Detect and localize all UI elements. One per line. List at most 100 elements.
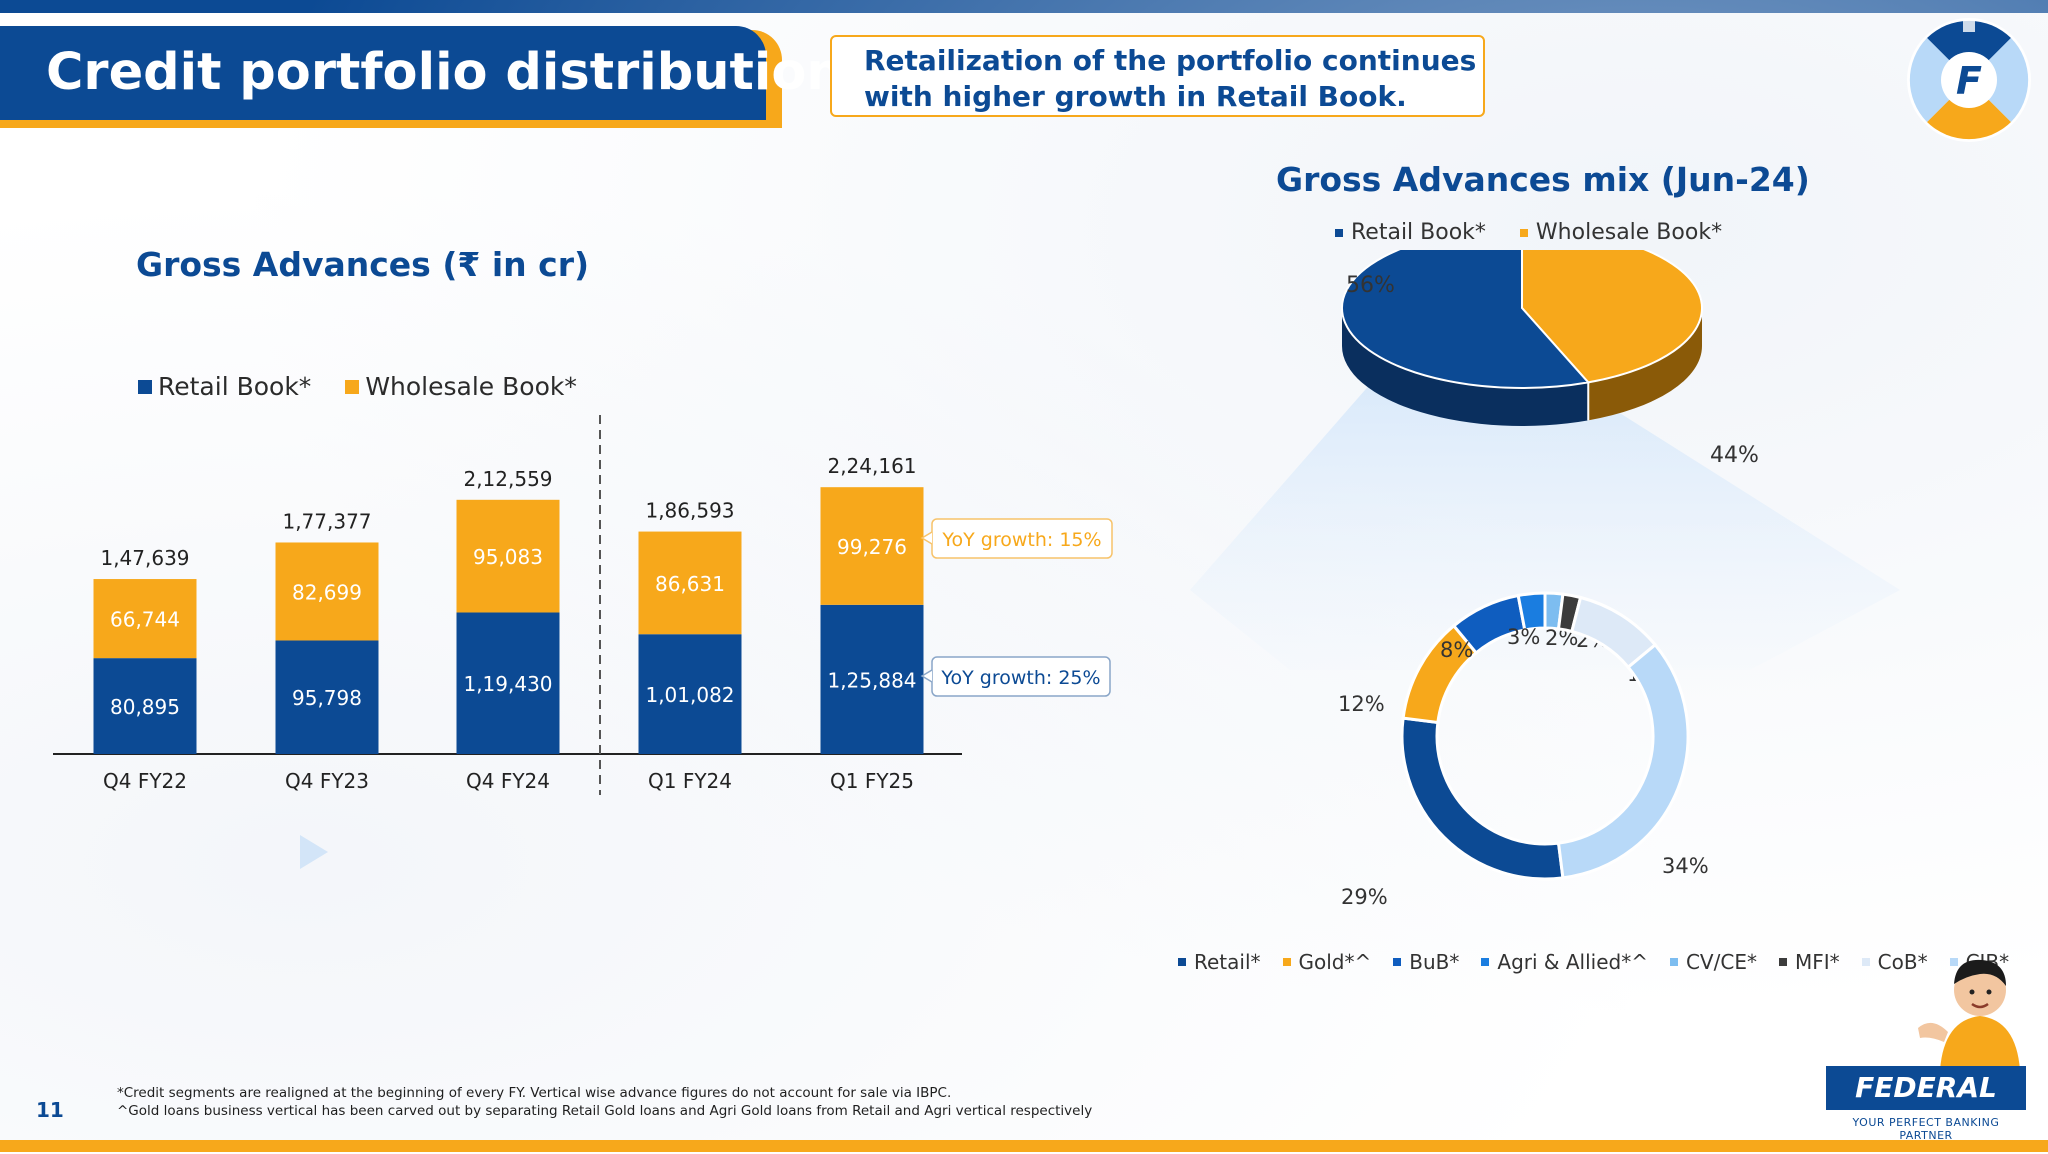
legend-item-wholesale: Wholesale Book* [345,372,577,401]
bar-wholesale [275,542,379,641]
donut-legend-label-agri: Agri & Allied*^ [1497,950,1648,974]
bar-label-retail: 80,895 [110,695,180,719]
x-tick-label: Q4 FY23 [285,769,369,793]
donut-legend-label-bub: BuB* [1409,950,1460,974]
yoy-growth-retail: YoY growth: 25% [940,667,1100,689]
pie-chart-legend: Retail Book* Wholesale Book* [1335,220,1756,245]
donut-legend-swatch-gold [1282,958,1291,966]
pie-legend-label-wholesale: Wholesale Book* [1535,220,1723,245]
legend-swatch-wholesale [345,379,360,394]
headline-callout: Retailization of the portfolio continues… [830,35,1485,117]
pie-slice-retail [1341,250,1591,389]
bar-total-label: 1,86,593 [645,499,734,523]
donut-legend-label-mfi: MFI* [1794,950,1840,974]
donut-label-retail: 29% [1341,885,1388,909]
donut-legend-item-gold: Gold*^ [1282,950,1372,974]
donut-label-agri: 3% [1507,625,1540,649]
bar-chart-title: Gross Advances (₹ in cr) [136,245,590,284]
bar-label-retail: 1,25,884 [827,668,916,692]
stacked-bar-chart: 80,895 66,744 1,47,639 Q4 FY22 95,798 82,699 1… [53,415,1113,795]
mascot-character-icon [1918,959,2020,1070]
bar-label-retail: 95,798 [292,686,362,710]
pie-legend-item-retail: Retail Book* [1335,220,1486,245]
bar-total-label: 2,12,559 [463,467,552,491]
pie-side-retail [1342,308,1589,426]
bar-retail [456,612,560,754]
callout-line-2: with higher growth in Retail Book. [864,80,1407,113]
bar-label-wholesale: 95,083 [473,545,543,569]
donut-label-bub: 8% [1440,638,1473,662]
donut-legend-label-retail: Retail* [1194,950,1261,974]
x-tick-label: Q4 FY22 [103,769,187,793]
donut-legend-item-cob: CoB* [1861,950,1928,974]
bar-total-label: 1,47,639 [100,546,189,570]
bottom-accent-bar [0,1140,2048,1152]
legend-item-retail: Retail Book* [138,372,311,401]
donut-legend-label-gold: Gold*^ [1298,950,1372,974]
bar-retail [820,604,924,754]
page-number: 11 [36,1098,64,1122]
bar-retail [638,634,742,754]
legend-label-wholesale: Wholesale Book* [365,372,577,401]
donut-legend-item-agri: Agri & Allied*^ [1481,950,1648,974]
top-accent-bar [0,0,2048,13]
donut-legend-swatch-mfi [1778,958,1787,966]
pie-legend-swatch-wholesale [1519,228,1528,237]
callout-line-1: Retailization of the portfolio continues [864,44,1477,77]
play-triangle-icon [300,835,328,869]
donut-slice-cib [1556,642,1690,880]
bar-label-retail: 1,19,430 [463,672,552,696]
donut-legend-swatch-cib [1949,958,1958,966]
pie-label-retail: 56% [1346,273,1395,298]
x-tick-label: Q4 FY24 [466,769,550,793]
federal-bank-emblem-icon: F [1907,18,2031,142]
footnote-line-1: *Credit segments are realigned at the be… [117,1085,952,1101]
bar-label-wholesale: 82,699 [292,580,362,604]
donut-slice-retail [1400,716,1565,881]
bar-total-label: 2,24,161 [827,454,916,478]
bar-retail [275,640,379,754]
donut-legend-label-cvce: CV/CE* [1685,950,1757,974]
legend-swatch-retail [138,379,152,394]
brand-tagline: YOUR PERFECT BANKING PARTNER [1852,1116,2000,1142]
svg-text:F: F [1956,59,1982,103]
footnotes: *Credit segments are realigned at the be… [117,1084,1092,1120]
yoy-callout-wholesale-pointer [920,531,933,545]
brand-logo: FEDERAL BANK YOUR PERFECT BANKING PARTNE… [1826,1066,2026,1148]
donut-legend-swatch-bub [1393,958,1402,966]
donut-legend-swatch-cvce [1669,958,1678,966]
projection-cone [1190,350,1900,670]
bar-label-wholesale: 66,744 [110,608,180,632]
footnote-line-2: ^Gold loans business vertical has been c… [117,1103,1093,1119]
donut-label-gold: 12% [1338,692,1385,716]
yoy-callout-retail-pointer [920,669,933,683]
pie-label-wholesale: 44% [1710,443,1759,468]
page-title: Credit portfolio distribution [0,26,843,120]
pie-legend-label-retail: Retail Book* [1351,220,1486,245]
pie-slice-wholesale [1521,250,1703,384]
donut-legend-swatch-cob [1861,958,1870,966]
bar-label-retail: 1,01,082 [645,683,734,707]
bar-wholesale [456,499,560,613]
donut-legend-item-mfi: MFI* [1778,950,1840,974]
bar-chart-legend: Retail Book* Wholesale Book* [138,372,611,401]
x-tick-label: Q1 FY25 [830,769,914,793]
bar-wholesale [820,487,924,605]
pie-chart-title: Gross Advances mix (Jun-24) [1276,160,1810,199]
pie-side-wholesale [1588,308,1702,421]
bar-label-wholesale: 99,276 [837,535,907,559]
bar-wholesale [93,579,197,659]
donut-legend-item-retail: Retail* [1178,950,1261,974]
donut-legend-swatch-retail [1178,958,1186,966]
donut-legend-item-cvce: CV/CE* [1669,950,1757,974]
brand-name: FEDERAL BANK [1826,1066,2026,1148]
donut-chart-legend: Retail* Gold*^ BuB* Agri & Allied*^ CV/CE* MF… [1178,950,2031,974]
pie-legend-item-wholesale: Wholesale Book* [1519,220,1723,245]
donut-legend-label-cob: CoB* [1877,950,1928,974]
bar-wholesale [638,531,742,635]
donut-label-cib: 34% [1662,854,1709,878]
x-tick-label: Q1 FY24 [648,769,732,793]
donut-legend-item-bub: BuB* [1393,950,1459,974]
pie-and-donut-chart: 56%44%29%12%8%3%2%2%10%34% [1190,250,1900,909]
yoy-growth-wholesale: YoY growth: 15% [941,529,1101,551]
